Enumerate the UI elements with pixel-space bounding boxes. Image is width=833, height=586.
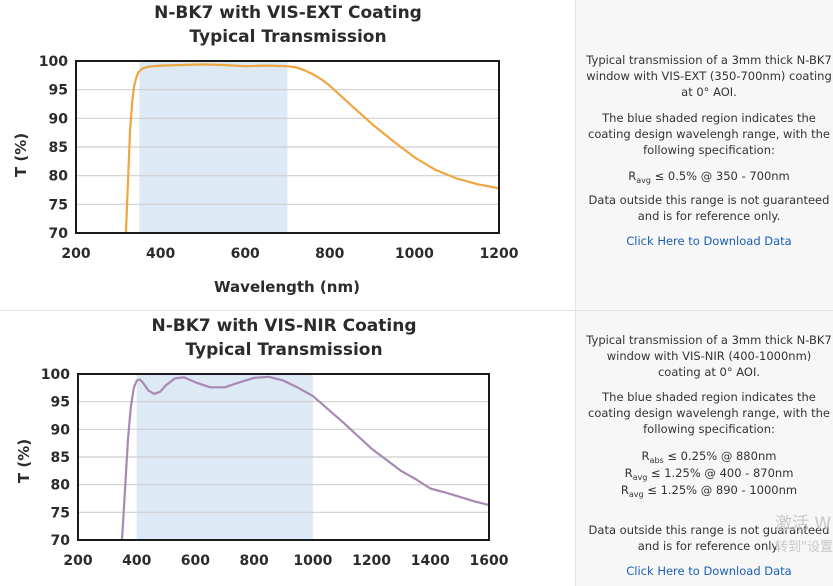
watermark-line-1: 激活 W [775,514,832,534]
x-tick-label: 1400 [411,553,450,569]
y-tick-label: 75 [49,197,68,213]
shading-note: The blue shaded region indicates the coa… [588,111,830,157]
spec-text: ≤ 0.5% @ 350 - 700nm [650,169,790,183]
y-tick-label: 100 [39,54,68,70]
chart-title: N-BK7 with VIS-EXT Coating [154,3,422,23]
spec-text: ≤ 0.25% @ 880nm [663,449,777,463]
chart-area: N-BK7 with VIS-NIR Coating Typical Transm… [0,311,575,586]
info-panel: Typical transmission of a 3mm thick N-BK… [575,311,833,586]
spec-symbol: R [620,483,629,497]
transmission-chart-vis-nir: N-BK7 with VIS-NIR Coating Typical Transm… [15,316,509,569]
x-tick-label: 1000 [395,246,434,262]
x-tick-label: 1600 [470,553,509,569]
download-data-link[interactable]: Click Here to Download Data [626,564,792,578]
chart-subtitle: Typical Transmission [189,27,386,47]
spec-subscript: abs [649,456,664,465]
transmission-line [120,375,489,540]
x-tick-label: 800 [240,553,269,569]
disclaimer: Data outside this range is not guarantee… [588,523,830,553]
x-tick-label: 400 [122,553,151,569]
spec-subscript: avg [632,473,648,482]
spec-subscript: avg [628,490,644,499]
spec-subscript: avg [636,176,651,185]
x-tick-label: 1200 [480,246,519,262]
x-tick-label: 400 [146,246,175,262]
y-tick-label: 80 [49,169,69,185]
transmission-chart-vis-ext: N-BK7 with VIS-EXT Coating Typical Transm… [12,3,519,296]
disclaimer: Data outside this range is not guarantee… [588,193,830,223]
y-tick-label: 75 [51,505,70,521]
x-tick-label: 600 [181,553,210,569]
shading-note: The blue shaded region indicates the coa… [588,390,830,436]
info-panel: Typical transmission of a 3mm thick N-BK… [575,0,833,310]
divider [0,310,833,311]
chart-subtitle: Typical Transmission [185,340,382,360]
spec-symbol: R [641,449,650,463]
x-axis-label: Wavelength (nm) [214,278,360,296]
y-tick-label: 85 [51,450,70,466]
spec-line: Rabs ≤ 0.25% @ 880nm [584,448,833,469]
spec-line: Ravg ≤ 1.25% @ 890 - 1000nm [584,482,833,503]
coating-description: Typical transmission of a 3mm thick N-BK… [586,53,832,99]
y-tick-label: 90 [49,111,69,127]
plot-frame [77,373,490,541]
spec-line: Ravg ≤ 1.25% @ 400 - 870nm [584,465,833,486]
chart-panel-vis-ext: N-BK7 with VIS-EXT Coating Typical Transm… [0,0,833,310]
download-data-link[interactable]: Click Here to Download Data [626,234,792,248]
x-tick-label: 200 [61,246,90,262]
y-axis-label: T (%) [12,133,30,177]
y-tick-label: 95 [51,395,70,411]
y-tick-label: 80 [51,478,71,494]
y-axis-label: T (%) [15,439,33,483]
x-tick-label: 800 [315,246,344,262]
chart-panel-vis-nir: N-BK7 with VIS-NIR Coating Typical Transm… [0,311,833,586]
spec-symbol: R [628,169,637,183]
x-tick-label: 200 [63,553,92,569]
y-tick-label: 85 [49,140,68,156]
chart-area: N-BK7 with VIS-EXT Coating Typical Transm… [0,0,575,310]
plot-frame [75,60,500,234]
x-tick-label: 1200 [352,553,391,569]
chart-title: N-BK7 with VIS-NIR Coating [151,316,416,336]
y-tick-label: 90 [51,422,71,438]
spec-text: ≤ 1.25% @ 890 - 1000nm [643,483,798,497]
spec-symbol: R [624,466,633,480]
watermark-line-2: 转到"设置 [775,540,833,555]
coating-description: Typical transmission of a 3mm thick N-BK… [586,333,832,379]
y-tick-label: 70 [49,226,69,242]
y-tick-label: 70 [51,533,71,549]
y-tick-label: 100 [41,367,70,383]
transmission-line [124,63,499,233]
x-tick-label: 1000 [293,553,332,569]
spec-text: ≤ 1.25% @ 400 - 870nm [647,466,794,480]
y-tick-label: 95 [49,83,68,99]
spec-line: Ravg ≤ 0.5% @ 350 - 700nm [584,168,833,189]
x-tick-label: 600 [231,246,260,262]
